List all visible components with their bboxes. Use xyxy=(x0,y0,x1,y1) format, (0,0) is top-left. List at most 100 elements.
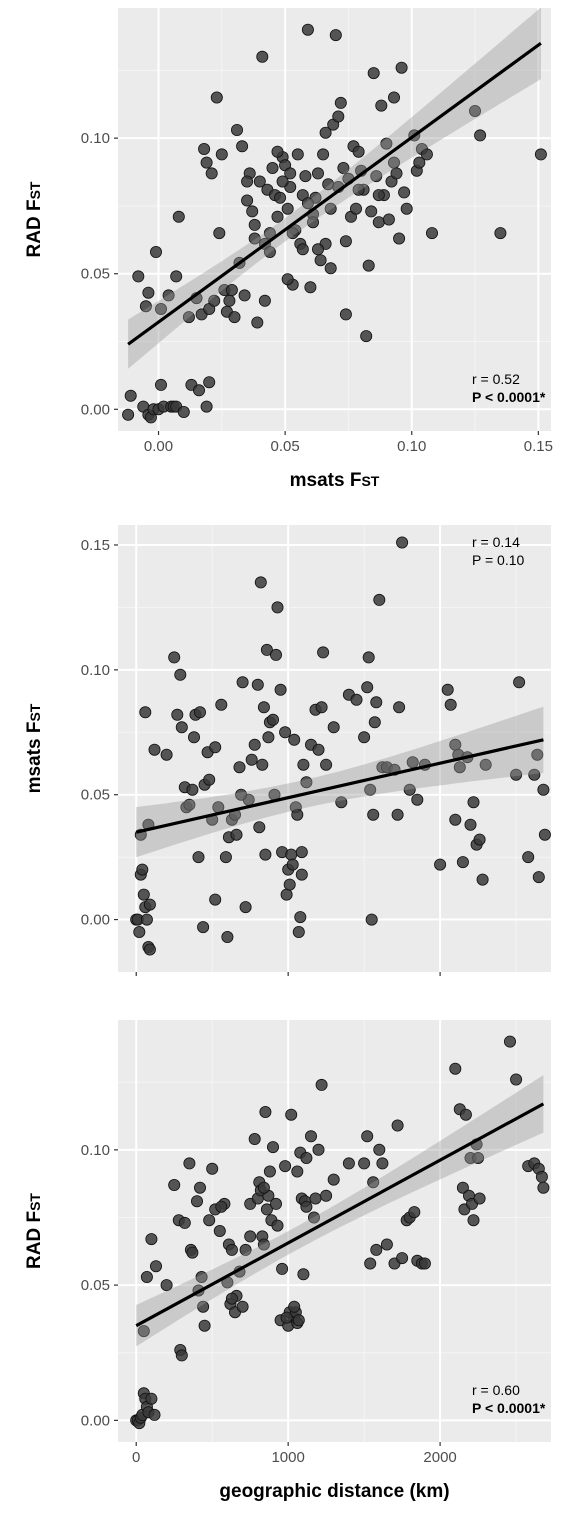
data-point xyxy=(337,161,350,174)
data-point xyxy=(367,808,380,821)
data-point xyxy=(198,1319,211,1332)
y-tick-label: 0.00 xyxy=(81,912,110,929)
data-point xyxy=(225,1292,238,1305)
data-point xyxy=(219,851,232,864)
confidence-band xyxy=(136,706,544,858)
data-point xyxy=(364,1257,377,1270)
data-point xyxy=(362,259,375,272)
confidence-band xyxy=(136,1075,544,1347)
data-point xyxy=(266,1141,279,1154)
data-point xyxy=(425,227,438,240)
data-point xyxy=(238,289,251,302)
data-point xyxy=(387,156,400,169)
data-point xyxy=(269,1197,282,1210)
data-point xyxy=(142,286,155,299)
data-point xyxy=(263,1165,276,1178)
data-point xyxy=(291,1165,304,1178)
data-point xyxy=(175,1349,188,1362)
data-point xyxy=(320,758,333,771)
data-point xyxy=(140,1271,153,1284)
data-point xyxy=(292,1314,305,1327)
data-point xyxy=(537,783,550,796)
data-point xyxy=(522,851,535,864)
data-point xyxy=(260,643,273,656)
data-point xyxy=(288,1300,301,1313)
y-axis-title-main: msats F xyxy=(24,722,45,794)
data-point xyxy=(456,856,469,869)
x-tick-label: 1000 xyxy=(271,1449,304,1466)
data-point xyxy=(192,384,205,397)
data-point xyxy=(145,1392,158,1405)
data-point xyxy=(380,137,393,150)
data-point xyxy=(236,1300,249,1313)
data-point xyxy=(148,1408,161,1421)
data-point xyxy=(479,758,492,771)
data-point xyxy=(285,1108,298,1121)
data-point xyxy=(327,721,340,734)
data-point xyxy=(203,1214,216,1227)
data-point xyxy=(373,1143,386,1156)
data-point xyxy=(339,235,352,248)
data-point xyxy=(358,1157,371,1170)
data-point xyxy=(393,232,406,245)
data-point xyxy=(304,1130,317,1143)
data-point xyxy=(251,316,264,329)
data-point xyxy=(420,148,433,161)
data-point xyxy=(372,216,385,229)
data-point xyxy=(203,376,216,389)
data-point xyxy=(382,213,395,226)
correlation-r-label: r = 0.60 xyxy=(472,1382,520,1398)
data-point xyxy=(324,262,337,275)
data-point xyxy=(280,1311,293,1324)
data-point xyxy=(149,1260,162,1273)
data-point xyxy=(312,743,325,756)
data-point xyxy=(171,708,184,721)
data-point xyxy=(271,145,284,158)
data-point xyxy=(137,888,150,901)
data-point xyxy=(230,828,243,841)
data-point xyxy=(285,848,298,861)
data-point xyxy=(396,536,409,549)
data-point xyxy=(168,651,181,664)
data-point xyxy=(209,741,222,754)
trend-line xyxy=(127,41,542,346)
data-point xyxy=(408,1206,421,1219)
data-point xyxy=(453,761,466,774)
data-point xyxy=(225,1243,238,1256)
data-point xyxy=(148,743,161,756)
data-point xyxy=(391,808,404,821)
data-point xyxy=(279,1160,292,1173)
data-point xyxy=(228,311,241,324)
data-point xyxy=(280,888,293,901)
data-point xyxy=(299,170,312,183)
x-tick-label: 0 xyxy=(132,1449,140,1466)
y-axis-title-subscript: ST xyxy=(27,181,43,199)
data-point xyxy=(324,202,337,215)
data-point xyxy=(510,1073,523,1086)
data-point xyxy=(315,1078,328,1091)
p-value-label: P < 0.0001* xyxy=(472,1400,546,1416)
data-point xyxy=(133,926,146,939)
data-point xyxy=(365,205,378,218)
data-point xyxy=(306,216,319,229)
data-point xyxy=(248,218,261,231)
data-point xyxy=(269,648,282,661)
data-point xyxy=(300,776,313,789)
data-point xyxy=(286,858,299,871)
data-point xyxy=(361,681,374,694)
data-point xyxy=(183,798,196,811)
y-tick-label: 0.10 xyxy=(81,1142,110,1159)
data-point xyxy=(257,1238,270,1251)
data-point xyxy=(327,1173,340,1186)
data-point xyxy=(200,156,213,169)
p-value-label: P = 0.10 xyxy=(472,552,525,568)
data-point xyxy=(534,148,547,161)
data-point xyxy=(241,194,254,207)
data-point xyxy=(476,873,489,886)
data-point xyxy=(248,738,261,751)
scatter-panel-distance-vs-msats: 0.00 0.05 0.10 0.15 msats FST r = 0.14 P = 0.1… xyxy=(24,525,551,976)
data-point xyxy=(160,1279,173,1292)
data-point xyxy=(352,183,365,196)
data-point xyxy=(297,1268,310,1281)
